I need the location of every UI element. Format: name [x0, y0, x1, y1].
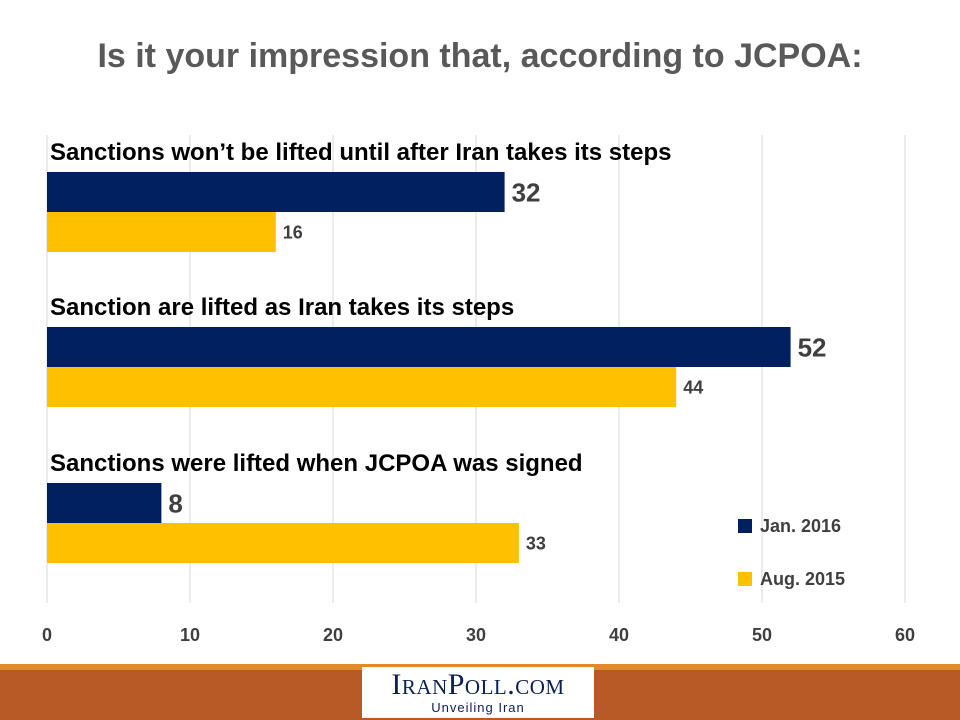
x-tick-label: 50	[752, 625, 772, 645]
x-tick-label: 30	[466, 625, 486, 645]
legend: Jan. 2016 Aug. 2015	[738, 516, 845, 589]
bar	[47, 523, 519, 563]
labels: Sanctions won’t be lifted until after Ir…	[50, 139, 827, 553]
bar-chart: Sanctions won’t be lifted until after Ir…	[42, 135, 915, 645]
value-label: 52	[798, 332, 827, 362]
value-label: 44	[683, 377, 703, 397]
x-tick-label: 20	[323, 625, 343, 645]
value-label: 33	[526, 533, 546, 553]
bar	[47, 172, 505, 212]
bar	[47, 212, 276, 252]
legend-swatch	[738, 519, 752, 533]
category-label: Sanctions were lifted when JCPOA was sig…	[50, 450, 583, 477]
iranpoll-logo: IranPoll.com Unveiling Iran	[362, 667, 594, 718]
x-tick-label: 10	[180, 625, 200, 645]
x-tick-label: 60	[895, 625, 915, 645]
x-tick-label: 0	[42, 625, 52, 645]
bar	[47, 367, 677, 407]
logo-tagline: Unveiling Iran	[431, 700, 525, 715]
value-label: 8	[168, 488, 182, 518]
legend-swatch	[738, 572, 752, 586]
bar	[47, 483, 162, 523]
category-label: Sanctions won’t be lifted until after Ir…	[50, 139, 671, 166]
chart-title: Is it your impression that, according to…	[97, 37, 863, 75]
legend-label: Aug. 2015	[760, 569, 845, 589]
bar	[47, 327, 791, 367]
value-label: 32	[512, 177, 541, 207]
logo-text: IranPoll.com	[391, 668, 565, 701]
value-label: 16	[283, 222, 303, 242]
x-axis-ticks: 0 10 20 30 40 50 60	[42, 625, 915, 645]
bars	[47, 172, 791, 563]
category-label: Sanction are lifted as Iran takes its st…	[50, 294, 514, 321]
legend-label: Jan. 2016	[760, 516, 841, 536]
x-tick-label: 40	[609, 625, 629, 645]
